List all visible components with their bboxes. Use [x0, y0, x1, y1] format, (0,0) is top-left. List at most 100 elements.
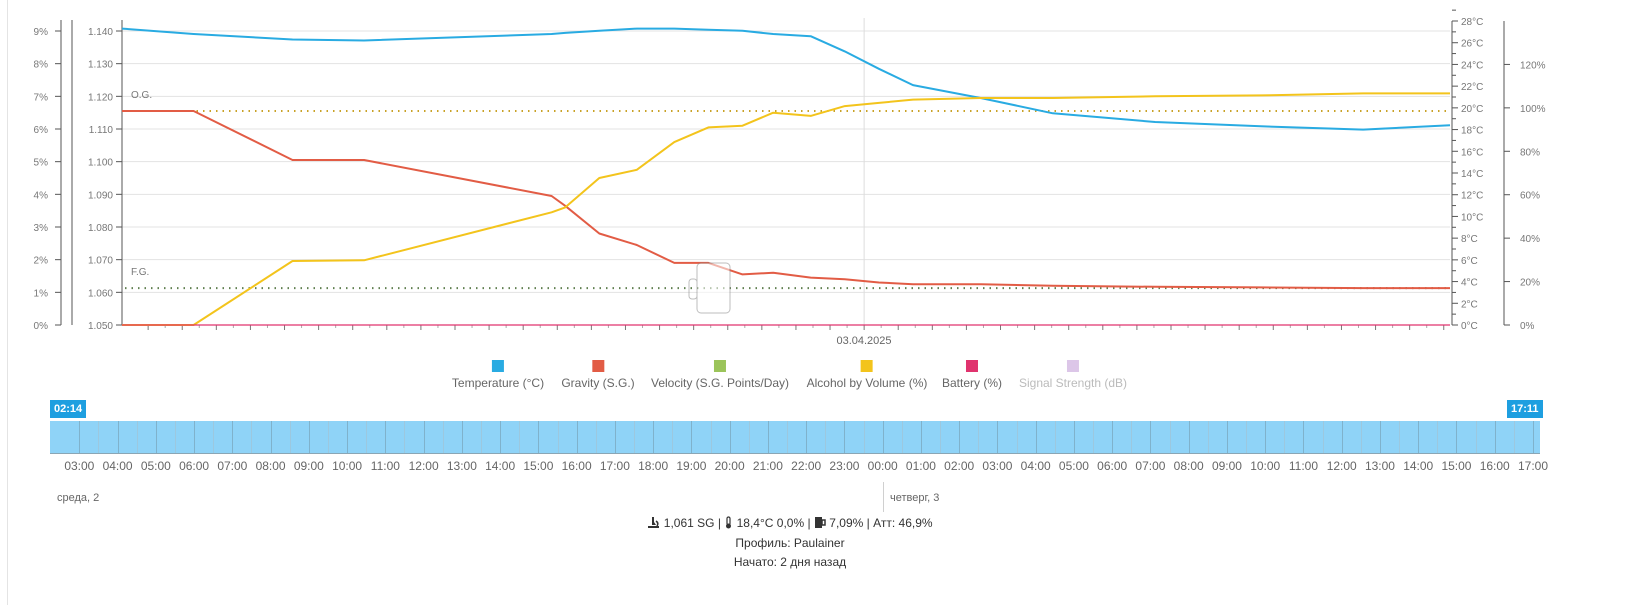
battery-tick-label: 80% — [1520, 147, 1540, 158]
status-abv: 7,09% — [829, 516, 864, 530]
timeline-hour-label: 17:00 — [1517, 459, 1548, 473]
battery-tick-label: 20% — [1520, 278, 1540, 289]
timeline-range-bar[interactable] — [50, 421, 1540, 454]
timeline-tick — [557, 421, 559, 453]
timeline-hour-label: 09:00 — [1211, 459, 1242, 473]
timeline-tick — [1093, 421, 1095, 453]
temperature-tick-label: 28°C — [1461, 17, 1483, 28]
reference-label-og: O.G. — [131, 90, 152, 101]
timeline-tick — [1456, 421, 1458, 453]
abv-tick-label: 8% — [34, 60, 49, 71]
timeline-hour-label: 01:00 — [905, 459, 936, 473]
timeline-hour-label: 10:00 — [1250, 459, 1281, 473]
temperature-tick-label: 20°C — [1461, 104, 1483, 115]
legend-item[interactable]: Battery (%) — [942, 360, 1002, 390]
abv-tick-label: 5% — [34, 158, 49, 169]
legend-item[interactable]: Temperature (°C) — [452, 360, 544, 390]
timeline-hour-label: 14:00 — [485, 459, 516, 473]
timeline-end-handle[interactable]: 17:11 — [1507, 400, 1543, 418]
timeline-hour-label: 03:00 — [982, 459, 1013, 473]
chart-grid — [122, 18, 1450, 326]
timeline-tick — [691, 421, 693, 453]
legend-label: Velocity (S.G. Points/Day) — [650, 376, 790, 390]
abv-tick-label: 4% — [34, 190, 49, 201]
legend-swatch — [965, 360, 978, 372]
legend-item[interactable]: Velocity (S.G. Points/Day) — [651, 360, 789, 390]
timeline-tick — [232, 421, 234, 453]
thermometer-icon — [724, 516, 733, 532]
timeline-tick — [1150, 421, 1152, 453]
timeline-hour-label: 17:00 — [599, 459, 630, 473]
legend-item[interactable]: Alcohol by Volume (%) — [806, 360, 928, 390]
legend-item[interactable]: Gravity (S.G.) — [561, 360, 635, 390]
timeline-hour-label: 10:00 — [332, 459, 363, 473]
timeline-tick — [366, 421, 368, 453]
legend-label: Signal Strength (dB) — [1018, 376, 1128, 390]
temperature-tick-label: 6°C — [1461, 256, 1478, 267]
timeline-tick — [806, 421, 808, 453]
timeline-tick — [480, 421, 482, 453]
timeline-hour-label: 13:00 — [1364, 459, 1395, 473]
timeline-tick — [251, 421, 253, 453]
timeline-tick — [1418, 421, 1420, 453]
timeline-tick — [978, 421, 980, 453]
timeline-tick — [423, 421, 425, 453]
timeline-tick — [289, 421, 291, 453]
gravity-tick-label: 1.080 — [88, 223, 113, 234]
x-axis-date-label: 03.04.2025 — [836, 335, 891, 347]
timeline-tick — [672, 421, 674, 453]
legend-swatch — [860, 360, 873, 372]
legend-swatch — [592, 360, 604, 372]
temperature-tick-label: 26°C — [1461, 39, 1483, 50]
timeline-hour-label: 12:00 — [408, 459, 439, 473]
status-attenuation: Атт: 46,9% — [873, 516, 933, 530]
timeline-tick — [844, 421, 846, 453]
temperature-tick-label: 10°C — [1461, 212, 1483, 223]
timeline-hour-label: 19:00 — [676, 459, 707, 473]
timeline-tick — [1494, 421, 1496, 453]
legend-swatch — [1067, 360, 1079, 372]
temperature-tick-label: 16°C — [1461, 147, 1483, 158]
temperature-tick-label: 4°C — [1461, 278, 1478, 289]
timeline-tick — [270, 421, 272, 453]
timeline-tick — [940, 421, 942, 453]
timeline-hour-label: 11:00 — [1288, 459, 1319, 473]
abv-tick-label: 9% — [34, 27, 49, 38]
timeline-tick — [1341, 421, 1343, 453]
profile-label: Профиль: Paulainer — [735, 536, 845, 550]
status-gravity: 1,061 SG — [663, 516, 715, 530]
timeline-tick — [1054, 421, 1056, 453]
timeline-tick — [1399, 421, 1401, 453]
legend-item[interactable]: Signal Strength (dB) — [1019, 360, 1127, 390]
timeline-hour-label: 20:00 — [714, 459, 745, 473]
timeline-hour-label: 02:00 — [944, 459, 975, 473]
timeline-tick — [1303, 421, 1305, 453]
timeline-hour-label: 06:00 — [179, 459, 210, 473]
timeline-tick — [1265, 421, 1267, 453]
gravity-tick-label: 1.140 — [88, 27, 113, 38]
timeline-tick — [194, 421, 196, 453]
temperature-tick-label: 14°C — [1461, 169, 1483, 180]
gravity-tick-label: 1.100 — [88, 158, 113, 169]
timeline-tick — [787, 421, 789, 453]
timeline-start-handle[interactable]: 02:14 — [50, 400, 87, 418]
legend-label: Alcohol by Volume (%) — [806, 376, 928, 390]
gravity-tick-label: 1.120 — [88, 92, 113, 103]
battery-tick-label: 0% — [1520, 321, 1535, 332]
timeline-tick — [1475, 421, 1477, 453]
timeline-tick — [538, 421, 540, 453]
watermark-mug-icon — [688, 262, 731, 314]
timeline-hour-label: 22:00 — [791, 459, 822, 473]
timeline-tick — [825, 421, 827, 453]
timeline-tick — [155, 421, 157, 453]
legend-label: Gravity (S.G.) — [561, 376, 635, 390]
timeline-tick — [500, 421, 502, 453]
timeline-tick — [767, 421, 769, 453]
timeline-hour-label: 13:00 — [446, 459, 477, 473]
timeline-tick — [347, 421, 349, 453]
timeline-tick — [1131, 421, 1133, 453]
timeline-tick — [1207, 421, 1209, 453]
timeline-tick — [1016, 421, 1018, 453]
temperature-tick-label: 8°C — [1461, 234, 1478, 245]
timeline-hour-label: 15:00 — [1441, 459, 1472, 473]
